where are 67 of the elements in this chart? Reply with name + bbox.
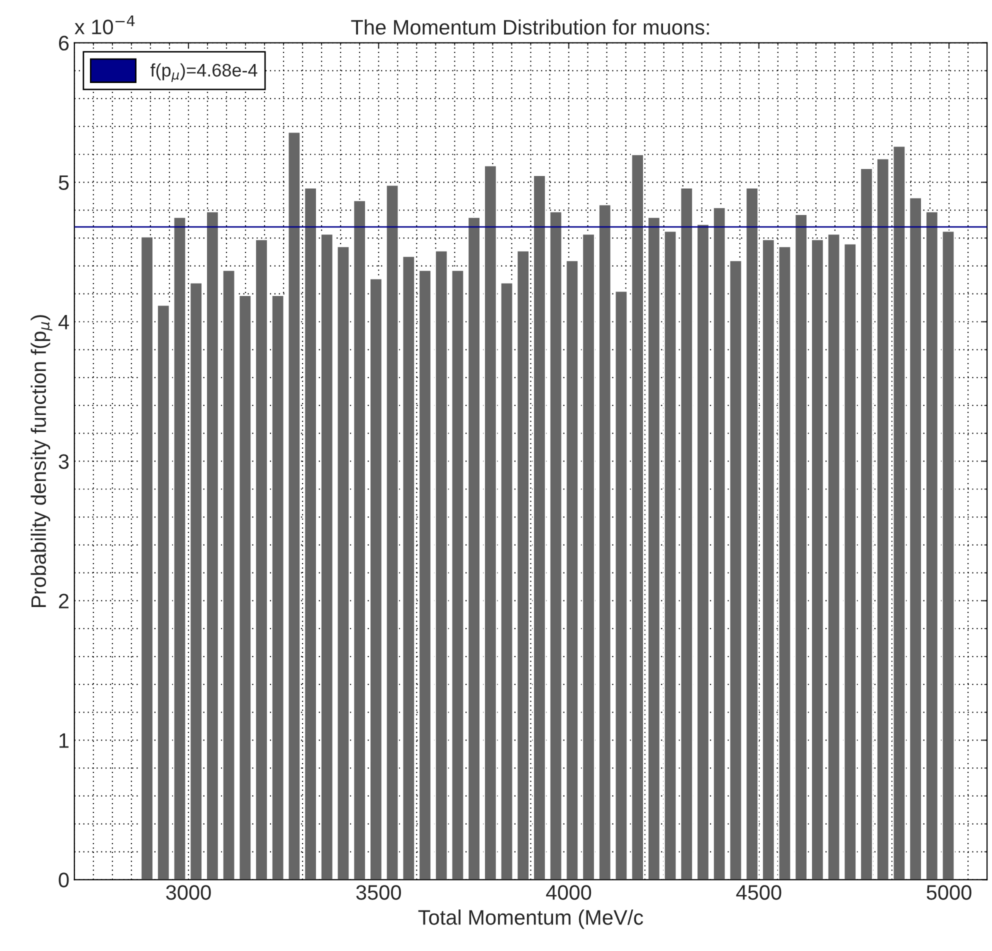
bar: [532, 174, 546, 880]
bar: [728, 260, 743, 880]
legend-label: f(p$_{μ}$)=4.68e-4: [150, 63, 258, 82]
bar: [238, 294, 252, 880]
bar: [336, 246, 350, 880]
bar: [304, 187, 318, 880]
bar: [467, 216, 481, 880]
text: x 10$^{−4}$: [74, 16, 135, 34]
bar: [385, 184, 400, 880]
bar: [860, 168, 874, 880]
bar: [140, 236, 154, 880]
bar: [908, 196, 922, 880]
x-tick-label: 5000: [926, 885, 972, 900]
bar: [712, 206, 726, 880]
bar: [810, 238, 824, 880]
x-tick-label: 4000: [546, 885, 592, 900]
chart-title: The Momentum Distribution for muons:: [351, 19, 709, 35]
bar: [647, 216, 661, 880]
bar: [189, 282, 203, 880]
bar: [582, 233, 596, 880]
bar: [680, 187, 694, 880]
bar: [941, 230, 956, 880]
y-axis-title: Probability density function f(p$_{μ}$): [30, 315, 52, 608]
bar: [172, 216, 187, 880]
bar: [352, 200, 366, 880]
bar: [762, 238, 776, 880]
bar: [630, 154, 644, 880]
bar: [614, 290, 628, 880]
y-tick-label: 4: [58, 314, 69, 330]
bar: [434, 250, 448, 880]
bar: [548, 210, 563, 880]
y-tick-label: 2: [59, 594, 68, 608]
bar: [369, 278, 383, 880]
x-tick-label: 3500: [356, 885, 401, 900]
bar: [745, 187, 759, 880]
bar: [516, 250, 530, 880]
bar: [778, 246, 792, 880]
bar: [565, 260, 579, 880]
bar: [598, 204, 612, 880]
bar: [418, 269, 432, 880]
bar: [271, 294, 285, 880]
bar: [826, 233, 841, 880]
x-tick-label: 4500: [736, 885, 782, 900]
bar: [696, 223, 710, 880]
x-tick-label: 3000: [166, 885, 211, 900]
bar: [287, 131, 302, 880]
bar: [222, 269, 236, 880]
bar: [843, 242, 857, 880]
bar: [320, 233, 334, 880]
bar: [450, 269, 465, 880]
y-tick-label: 0: [58, 872, 69, 888]
y-tick-label: 5: [58, 175, 69, 190]
x-axis-title: Total Momentum (MeV/c: [418, 910, 644, 929]
bar: [925, 210, 939, 880]
bar: [156, 304, 170, 880]
bar: [663, 230, 678, 880]
bar: [876, 158, 890, 880]
bar: [794, 214, 808, 880]
bar: [484, 164, 498, 880]
y-tick-label: 1: [60, 733, 69, 748]
bar: [206, 210, 220, 880]
bar: [892, 145, 906, 880]
bar: [254, 238, 268, 880]
y-tick-label: 6: [59, 36, 69, 51]
bar: [500, 282, 514, 880]
bar: [402, 256, 416, 880]
y-tick-label: 3: [58, 454, 69, 469]
